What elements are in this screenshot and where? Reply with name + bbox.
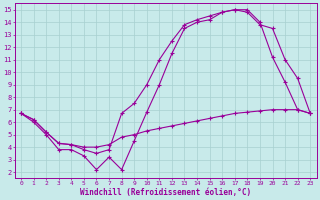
X-axis label: Windchill (Refroidissement éolien,°C): Windchill (Refroidissement éolien,°C) xyxy=(80,188,251,197)
